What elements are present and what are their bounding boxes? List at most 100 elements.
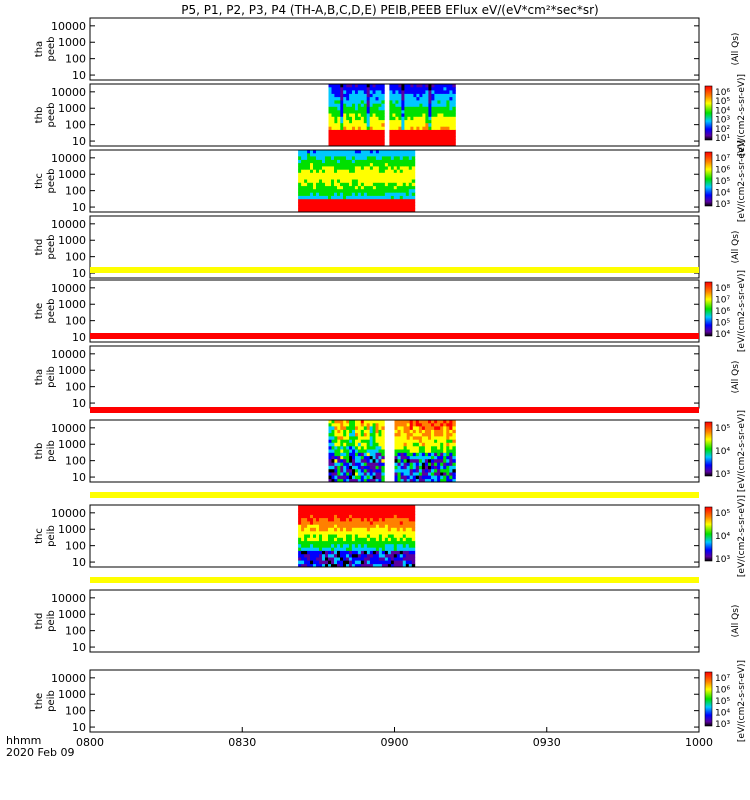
spectrogram-cell xyxy=(328,139,332,144)
spectrogram-cell xyxy=(328,103,332,107)
spectrogram-cell xyxy=(399,159,404,164)
spectrogram-cell xyxy=(357,534,362,538)
spectrogram-cell xyxy=(431,139,435,144)
spectrogram-cell xyxy=(301,560,305,565)
spectrogram-cell xyxy=(375,439,379,443)
spectrogram-cell xyxy=(393,175,398,180)
y-tick-label: 100 xyxy=(65,381,86,394)
spectrogram-cell xyxy=(402,166,407,170)
spectrogram-cell xyxy=(331,132,335,137)
spectrogram-cell xyxy=(408,553,413,558)
y-tick-label: 1000 xyxy=(58,364,86,377)
spectrogram-cell xyxy=(372,166,377,170)
spectrogram-cell xyxy=(349,205,353,210)
y-tick-label: 1000 xyxy=(58,36,86,49)
spectrogram-cell xyxy=(394,436,398,440)
spectrogram-cell xyxy=(337,468,341,473)
spectrogram-cell xyxy=(396,162,401,167)
spectrogram-cell xyxy=(375,113,379,117)
spectrogram-cell xyxy=(369,462,373,466)
spectrogram-cell xyxy=(363,182,368,187)
spectrogram-cell xyxy=(452,429,456,434)
spectrogram-cell xyxy=(384,185,389,190)
spectrogram-cell xyxy=(325,507,329,512)
spectrogram-cell xyxy=(334,119,338,124)
spectrogram-cell xyxy=(340,511,344,515)
spectrogram-cell xyxy=(381,521,386,525)
spectrogram-cell xyxy=(411,152,416,157)
spectrogram-cell xyxy=(310,514,314,519)
spectrogram-cell xyxy=(372,553,377,558)
spectrogram-cell xyxy=(378,511,383,515)
spectrogram-cell xyxy=(402,208,407,213)
spectrogram-cell xyxy=(298,150,302,154)
spectrogram-cell xyxy=(378,84,382,88)
spectrogram-cell xyxy=(452,100,456,104)
spectrogram-cell xyxy=(328,432,332,437)
spectrogram-cell xyxy=(357,521,362,525)
spectrogram-cell xyxy=(411,553,416,558)
spectrogram-cell xyxy=(378,106,382,111)
spectrogram-cell xyxy=(392,132,396,137)
spectrogram-cell xyxy=(406,455,411,460)
spectrogram-cell xyxy=(343,472,347,476)
spectrogram-cell xyxy=(449,106,453,111)
spectrogram-cell xyxy=(446,139,450,144)
spectrogram-cell xyxy=(328,84,332,88)
spectrogram-cell xyxy=(340,119,344,124)
spectrogram-cell xyxy=(352,475,356,480)
colorbar-tick-label: 10³ xyxy=(715,720,730,730)
spectrogram-cell xyxy=(372,205,377,210)
spectrogram-cell xyxy=(319,534,323,538)
spectrogram-cell xyxy=(405,166,410,170)
spectrogram-cell xyxy=(319,514,323,519)
spectrogram-cell xyxy=(357,507,362,512)
spectrogram-cell xyxy=(372,156,377,160)
spectrogram-cell xyxy=(434,139,438,144)
spectrogram-cell xyxy=(405,192,410,196)
spectrogram-cell xyxy=(343,550,347,555)
spectrogram-cell xyxy=(434,442,438,447)
spectrogram-cell xyxy=(352,122,356,127)
spectrogram-cell xyxy=(381,93,385,98)
spectrogram-cell xyxy=(346,550,350,555)
spectrogram-cell xyxy=(418,439,423,443)
spectrogram-cell xyxy=(343,455,347,460)
spectrogram-cell xyxy=(381,422,385,427)
spectrogram-cell xyxy=(395,86,399,91)
spectrogram-cell xyxy=(357,505,362,509)
spectrogram-cell xyxy=(372,195,377,200)
spectrogram-cell xyxy=(418,449,423,453)
spectrogram-cell xyxy=(403,426,407,430)
spectrogram-cell xyxy=(363,540,368,545)
spectrogram-cell xyxy=(334,455,338,460)
panel-probe-label: thb xyxy=(34,443,45,460)
spectrogram-cell xyxy=(351,505,356,509)
spectrogram-cell xyxy=(328,543,332,548)
spectrogram-cell xyxy=(334,129,338,134)
spectrogram-cell xyxy=(360,129,365,134)
spectrogram-cell xyxy=(396,169,401,173)
spectrogram-cell xyxy=(369,84,373,88)
spectrogram-cell xyxy=(331,113,335,117)
spectrogram-cell xyxy=(408,182,413,187)
spectrogram-cell xyxy=(349,442,353,447)
spectrogram-cell xyxy=(372,468,376,473)
panel-probe-label: thc xyxy=(34,528,45,544)
spectrogram-cell xyxy=(331,422,335,427)
spectrogram-cell xyxy=(301,169,305,173)
spectrogram-cell xyxy=(346,521,350,525)
spectrogram-cell xyxy=(310,537,314,542)
y-tick-label: 1000 xyxy=(58,608,86,621)
spectrogram-cell xyxy=(331,439,335,443)
spectrogram-cell xyxy=(381,182,386,187)
spectrogram-cell xyxy=(360,162,365,167)
spectrogram-cell xyxy=(412,458,417,463)
spectrogram-cell xyxy=(411,507,416,512)
panel-frame xyxy=(89,17,700,81)
spectrogram-cell xyxy=(349,517,353,522)
spectrogram-cell xyxy=(331,129,335,134)
spectrogram-cell xyxy=(357,84,362,88)
spectrogram-cell xyxy=(412,465,417,470)
spectrogram-cell xyxy=(422,139,426,144)
